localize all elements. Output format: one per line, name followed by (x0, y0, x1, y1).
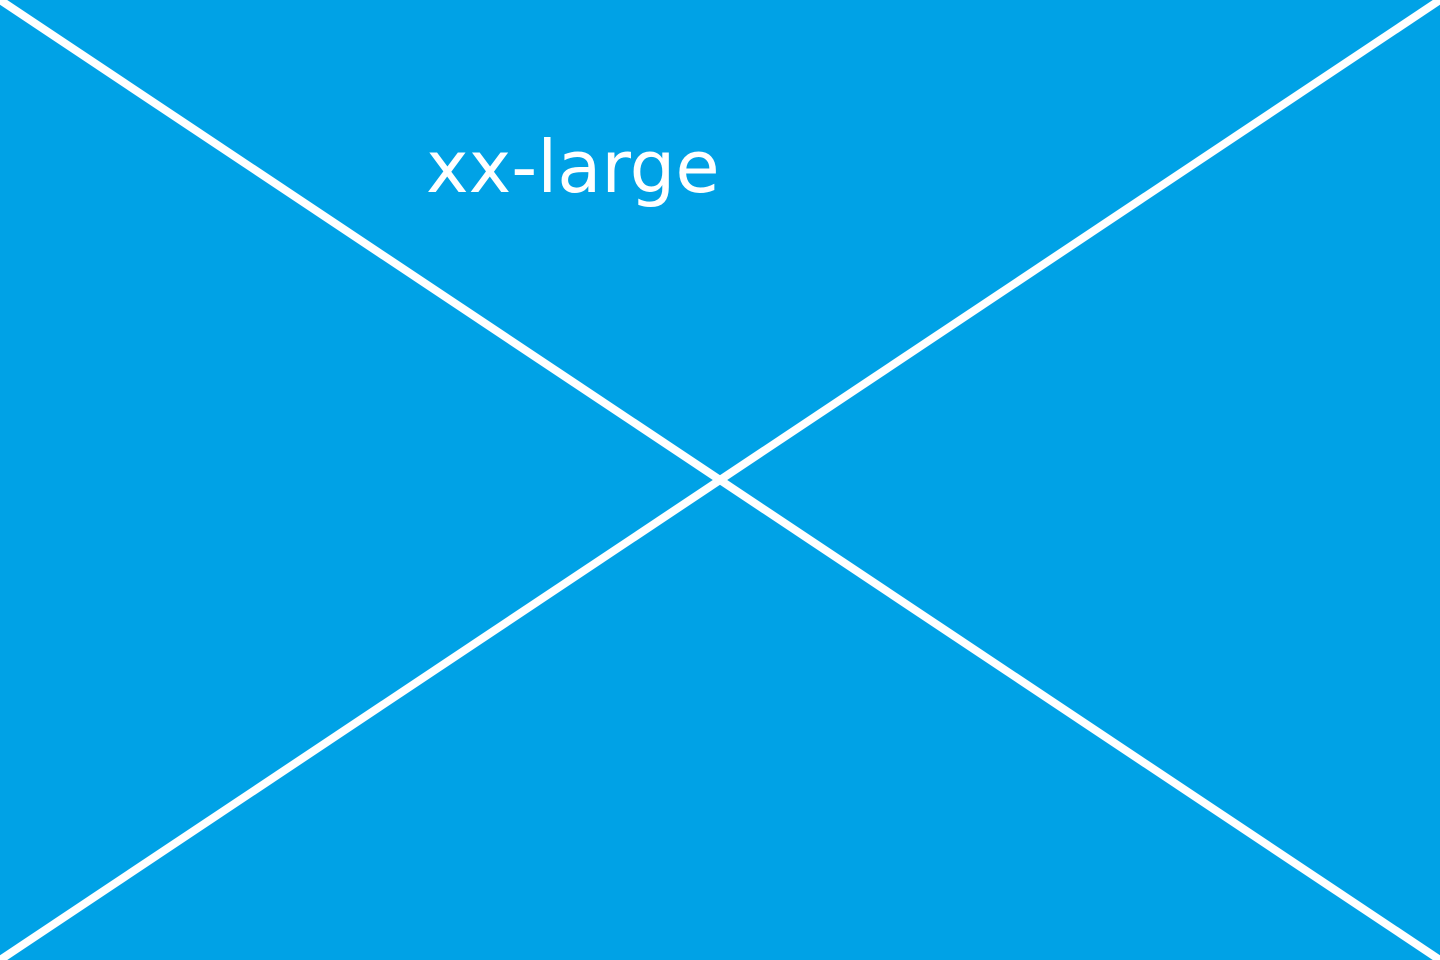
size-label: xx-large (426, 125, 720, 209)
